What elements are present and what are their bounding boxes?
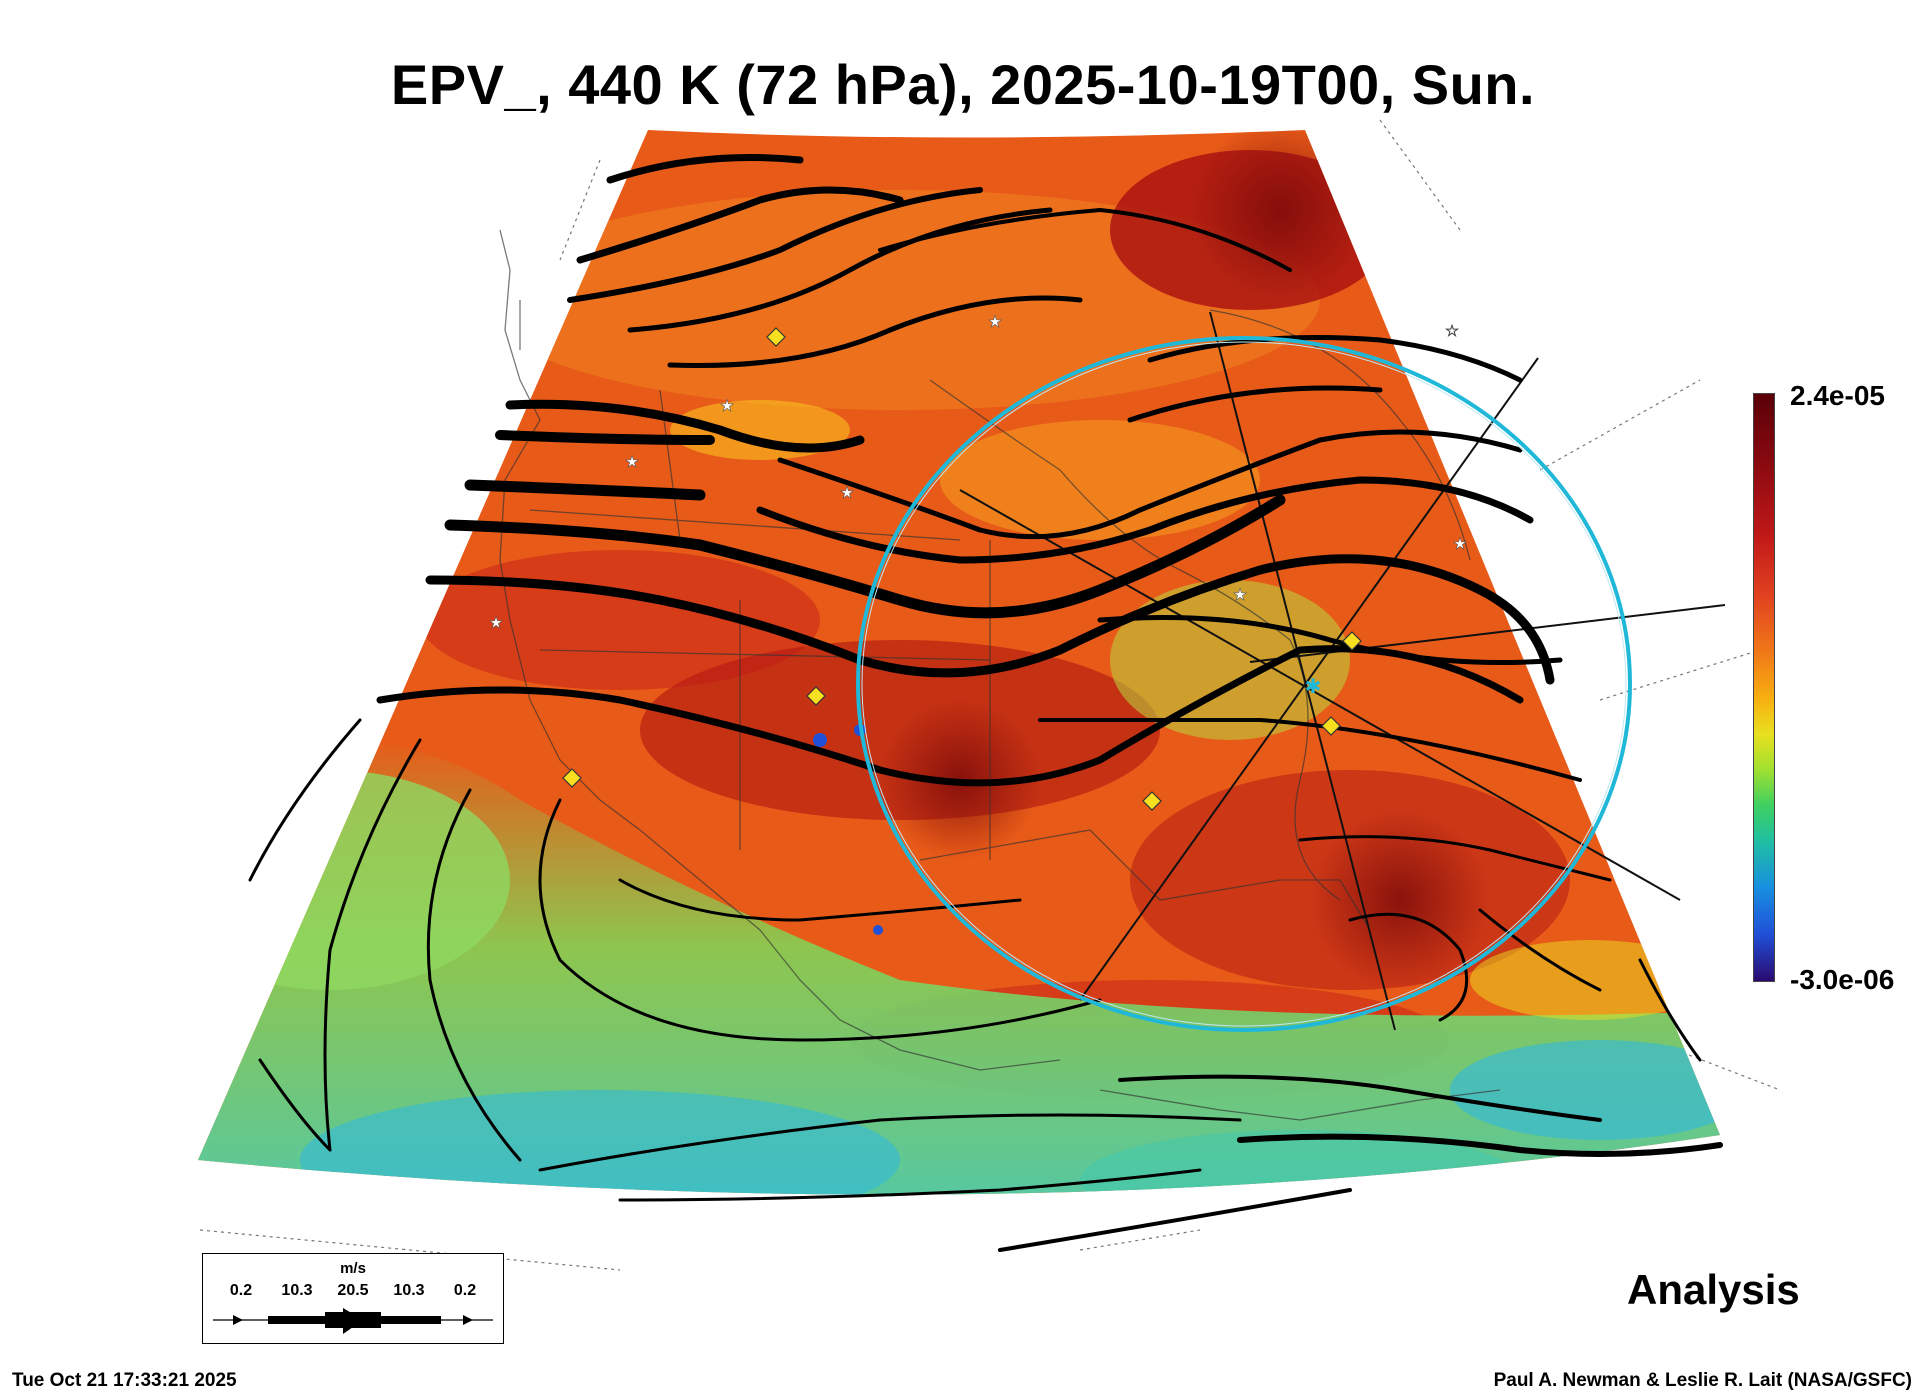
wind-streamlines xyxy=(248,154,1723,1252)
svg-text:★: ★ xyxy=(720,396,734,415)
analysis-label: Analysis xyxy=(1627,1266,1800,1313)
svg-text:☆: ☆ xyxy=(1445,321,1459,340)
legend-tick: 0.2 xyxy=(453,1282,477,1299)
svg-text:★: ★ xyxy=(840,483,854,502)
svg-text:★: ★ xyxy=(625,452,639,471)
map-title: EPV_, 440 K (72 hPa), 2025-10-19T00, Sun… xyxy=(390,53,1536,116)
site-marker xyxy=(1342,631,1362,651)
site-marker xyxy=(806,686,826,706)
station-markers: ★ ★ ★ ★ ★ ★ ★ ☆ xyxy=(489,312,1468,633)
legend-arrow-icon xyxy=(213,1308,493,1334)
colorbar-min-label: -3.0e-06 xyxy=(1790,964,1895,995)
legend-tick: 10.3 xyxy=(281,1282,313,1299)
legend-tick: 10.3 xyxy=(393,1282,425,1299)
eclipse-track-lines xyxy=(959,311,1726,1031)
eclipse-circle xyxy=(856,336,1632,1032)
site-marker xyxy=(562,768,582,788)
wind-speed-legend: m/s 0.2 10.3 20.5 10.3 0.2 xyxy=(202,1253,504,1344)
timestamp: Tue Oct 21 17:33:21 2025 xyxy=(12,1370,237,1391)
site-marker xyxy=(1142,791,1162,811)
legend-tick: 0.2 xyxy=(229,1282,253,1299)
site-marker xyxy=(1321,716,1341,736)
legend-unit: m/s xyxy=(340,1260,366,1277)
svg-text:★: ★ xyxy=(988,312,1002,331)
epv-field xyxy=(198,130,1720,1195)
svg-text:★: ★ xyxy=(1453,534,1467,553)
svg-text:★: ★ xyxy=(489,613,503,632)
colorbar-max-label: 2.4e-05 xyxy=(1790,380,1885,411)
svg-text:★: ★ xyxy=(1233,585,1247,604)
site-markers xyxy=(562,327,1362,811)
credit: Paul A. Newman & Leslie R. Lait (NASA/GS… xyxy=(1493,1370,1912,1391)
legend-tick: 20.5 xyxy=(337,1282,369,1299)
colorbar xyxy=(1753,393,1775,982)
site-marker xyxy=(766,327,786,347)
center-star-icon: ✱ xyxy=(1305,674,1322,698)
